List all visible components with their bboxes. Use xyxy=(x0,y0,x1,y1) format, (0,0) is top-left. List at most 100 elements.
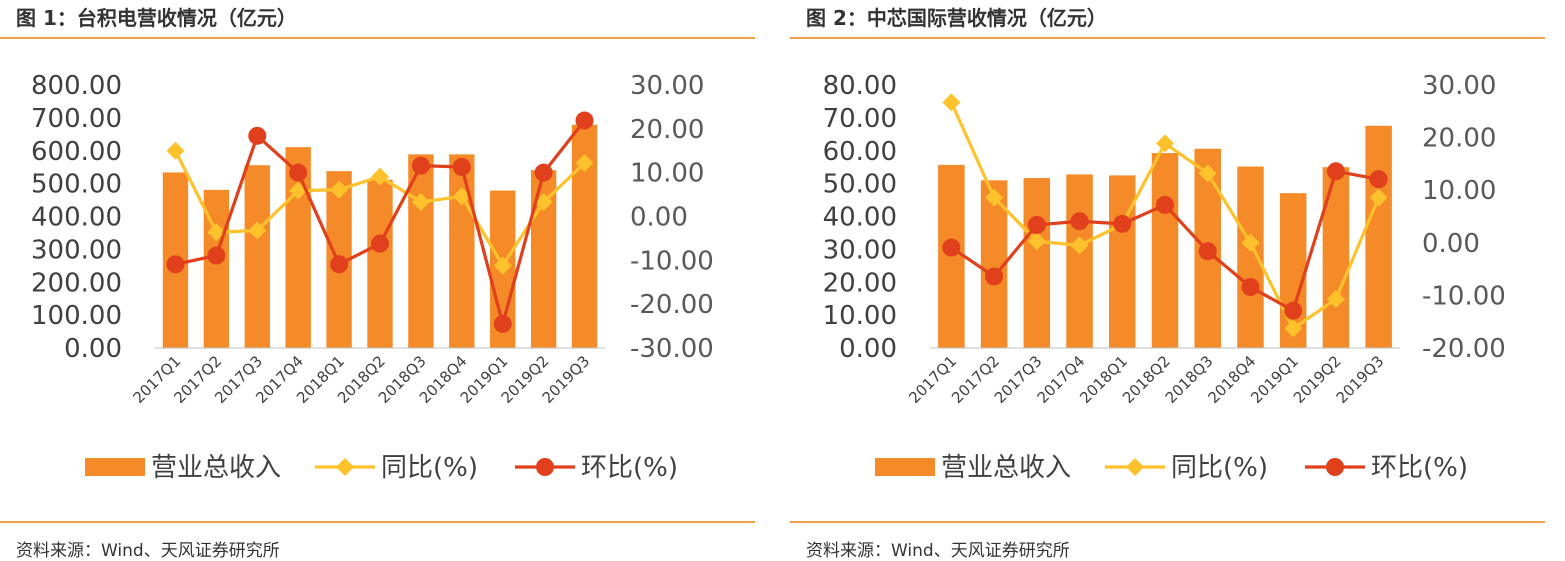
y-right-tick-label: 30.00 xyxy=(1422,71,1496,101)
y-left-tick-label: 20.00 xyxy=(823,268,897,298)
y-left-tick-label: 400.00 xyxy=(31,203,122,233)
qoq-point xyxy=(166,255,185,274)
source-note: 资料来源：Wind、天风证券研究所 xyxy=(16,541,280,561)
y-right-tick-label: -10.00 xyxy=(630,246,714,276)
yoy-point xyxy=(1241,233,1260,252)
qoq-point xyxy=(1027,215,1046,234)
legend-label-yoy: 同比(%) xyxy=(381,453,478,483)
yoy-point xyxy=(207,223,226,242)
bar xyxy=(449,154,475,348)
y-right-tick-label: 20.00 xyxy=(630,115,704,145)
legend-label-bar: 营业总收入 xyxy=(151,453,281,483)
y-left-tick-label: 80.00 xyxy=(823,71,897,101)
yoy-point xyxy=(330,180,349,199)
qoq-point xyxy=(248,126,267,145)
x-tick-label: 2019Q3 xyxy=(1333,352,1388,407)
bar xyxy=(367,179,393,348)
y-left-tick-label: 500.00 xyxy=(31,170,122,200)
qoq-point xyxy=(985,267,1004,286)
top-divider xyxy=(0,37,755,39)
legend-label-qoq: 环比(%) xyxy=(581,453,678,483)
bar xyxy=(1151,153,1179,348)
y-left-tick-label: 60.00 xyxy=(823,137,897,167)
chart-panel-1: 图 1：台积电营收情况（亿元） 0.00 100.00 200.00 300.00 40… xyxy=(0,0,760,561)
qoq-point xyxy=(1326,162,1345,181)
qoq-point xyxy=(411,156,430,175)
y-right-tick-label: 0.00 xyxy=(630,203,688,233)
source-note: 资料来源：Wind、天风证券研究所 xyxy=(806,541,1070,561)
bottom-divider xyxy=(0,521,755,523)
bottom-divider xyxy=(790,521,1545,523)
y-left-tick-label: 40.00 xyxy=(823,203,897,233)
y-left-tick-label: 100.00 xyxy=(31,301,122,331)
qoq-point xyxy=(1369,170,1388,189)
y-left-tick-label: 300.00 xyxy=(31,235,122,265)
figure-title: 图 1：台积电营收情况（亿元） xyxy=(16,6,297,30)
yoy-point xyxy=(1156,134,1174,153)
y-right-tick-label: -20.00 xyxy=(630,290,714,320)
yoy-point xyxy=(575,154,594,173)
chart-panel-2: 图 2：中芯国际营收情况（亿元） 0.00 10.00 20.00 30.00 40.0… xyxy=(790,0,1550,561)
bar xyxy=(244,165,270,348)
yoy-point xyxy=(166,141,185,160)
qoq-point xyxy=(942,238,961,257)
combo-chart-smic: 0.0010.0020.0030.0040.0050.0060.0070.008… xyxy=(823,71,1506,483)
yoy-point xyxy=(1326,290,1345,309)
qoq-point xyxy=(1070,212,1089,231)
qoq-point xyxy=(1156,195,1174,214)
y-right-tick-label: -20.00 xyxy=(1422,334,1506,364)
qoq-point xyxy=(452,157,471,176)
legend-label-yoy: 同比(%) xyxy=(1171,453,1268,483)
y-right-tick-label: -30.00 xyxy=(630,334,714,364)
bar xyxy=(1109,175,1136,348)
y-right-tick-label: 30.00 xyxy=(630,71,704,101)
qoq-point xyxy=(1284,301,1303,320)
qoq-point xyxy=(371,234,389,253)
legend-label-bar: 营业总收入 xyxy=(941,453,1071,483)
y-right-tick-label: 20.00 xyxy=(1422,124,1496,154)
qoq-point xyxy=(1198,242,1217,261)
qoq-point xyxy=(534,163,553,182)
yoy-point xyxy=(493,256,512,275)
y-left-tick-label: 600.00 xyxy=(31,137,122,167)
y-left-tick-label: 200.00 xyxy=(31,268,122,298)
bar xyxy=(1066,174,1093,348)
y-left-tick-label: 800.00 xyxy=(31,71,122,101)
yoy-point xyxy=(942,93,961,112)
legend-swatch-qoq-marker xyxy=(536,458,554,476)
bar xyxy=(1023,178,1051,348)
figure-title: 图 2：中芯国际营收情况（亿元） xyxy=(806,6,1107,30)
legend-swatch-bar xyxy=(875,458,935,476)
y-right-tick-label: -10.00 xyxy=(1422,281,1506,311)
bar xyxy=(408,154,434,348)
legend-swatch-qoq-marker xyxy=(1326,458,1344,476)
yoy-point xyxy=(248,221,267,240)
y-left-tick-label: 70.00 xyxy=(823,104,897,134)
y-right-tick-label: 0.00 xyxy=(1422,229,1480,259)
yoy-point xyxy=(371,167,389,186)
y-left-tick-label: 0.00 xyxy=(839,334,897,364)
yoy-point xyxy=(411,193,430,212)
y-left-tick-label: 50.00 xyxy=(823,170,897,200)
yoy-point xyxy=(1027,232,1046,251)
legend-swatch-yoy-marker xyxy=(1126,458,1144,476)
legend-label-qoq: 环比(%) xyxy=(1371,453,1468,483)
y-left-tick-label: 30.00 xyxy=(823,235,897,265)
y-right-tick-label: 10.00 xyxy=(1422,176,1496,206)
legend-swatch-yoy-marker xyxy=(336,458,354,476)
yoy-point xyxy=(1284,319,1303,338)
legend-swatch-bar xyxy=(85,458,145,476)
qoq-point xyxy=(207,246,226,265)
top-divider xyxy=(790,37,1545,39)
yoy-point xyxy=(452,187,471,206)
y-left-tick-label: 700.00 xyxy=(31,104,122,134)
yoy-point xyxy=(1369,188,1388,207)
bar xyxy=(1365,125,1392,348)
bar xyxy=(1237,166,1264,348)
qoq-point xyxy=(1113,214,1132,233)
qoq-point xyxy=(575,111,594,130)
bar xyxy=(1322,167,1350,348)
y-right-tick-label: 10.00 xyxy=(630,159,704,189)
y-left-tick-label: 0.00 xyxy=(64,334,122,364)
yoy-point xyxy=(1070,236,1089,255)
